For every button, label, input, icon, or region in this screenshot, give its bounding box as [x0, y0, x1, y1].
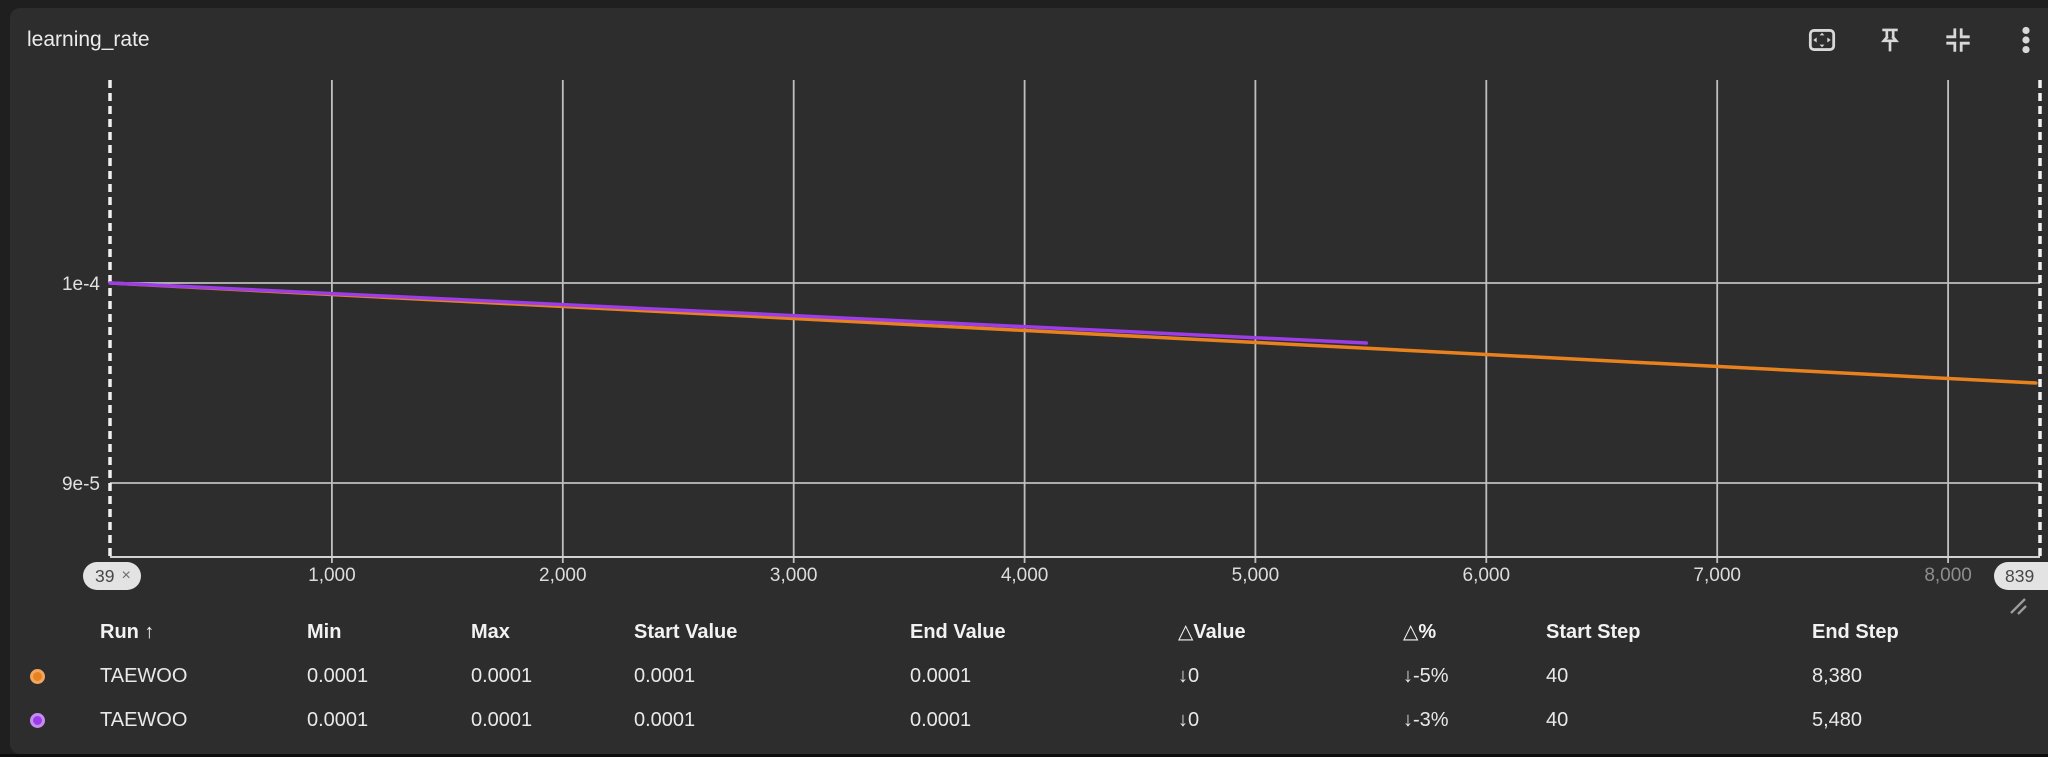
close-icon[interactable]: ×: [121, 567, 131, 584]
run-name: TAEWOO: [100, 708, 188, 731]
run-end-value: 0.0001: [910, 664, 972, 687]
run-delta-percent: ↓-5%: [1403, 664, 1449, 687]
run-delta-value: ↓0: [1178, 708, 1200, 731]
x-range-end-value: 839: [2005, 565, 2035, 586]
kebab-menu-icon: [2022, 26, 2030, 54]
panel-bottom-edge: [0, 754, 2048, 757]
run-end-step: 5,480: [1812, 708, 1863, 731]
run-delta-percent: ↓-3%: [1403, 708, 1449, 731]
x-range-start-badge[interactable]: 39 ×: [83, 562, 141, 590]
column-header-delta-percent[interactable]: △%: [1403, 621, 1437, 643]
column-header-end-value[interactable]: End Value: [910, 621, 1006, 643]
table-row[interactable]: [0, 712, 100, 728]
run-max: 0.0001: [471, 664, 533, 687]
run-start-step: 40: [1546, 708, 1569, 731]
column-header-delta-value[interactable]: △Value: [1178, 621, 1246, 643]
run-start-value: 0.0001: [634, 708, 696, 731]
panel-title: learning_rate: [27, 28, 150, 51]
run-delta-value: ↓0: [1178, 664, 1200, 687]
run-min: 0.0001: [307, 664, 369, 687]
x-tick-label: 8,000: [1924, 565, 1972, 586]
column-header-min[interactable]: Min: [307, 621, 342, 643]
series-line: [108, 281, 1369, 345]
x-tick-label: 1,000: [308, 565, 356, 586]
column-header-dot: [0, 613, 100, 651]
panel-toolbar: [1800, 18, 2048, 62]
run-end-value: 0.0001: [910, 708, 972, 731]
column-header-start-step[interactable]: Start Step: [1546, 621, 1641, 643]
run-max: 0.0001: [471, 708, 533, 731]
x-tick-label: 7,000: [1693, 565, 1741, 586]
table-row[interactable]: [0, 668, 100, 684]
x-tick-label: 5,000: [1232, 565, 1280, 586]
y-tick-label: 9e-5: [62, 474, 100, 495]
collapse-button[interactable]: [1936, 18, 1980, 62]
x-range-start-value: 39: [95, 565, 115, 586]
y-tick-label: 1e-4: [62, 274, 100, 295]
run-color-dot: [30, 712, 45, 728]
kebab-menu-button[interactable]: [2004, 18, 2048, 62]
x-tick-label: 4,000: [1001, 565, 1049, 586]
x-tick-label: 2,000: [539, 565, 587, 586]
column-header-start-value[interactable]: Start Value: [634, 621, 738, 643]
x-tick-label: 6,000: [1463, 565, 1511, 586]
runs-summary-table: Run ↑ Min Max Start Value End Value △Val…: [0, 610, 2048, 742]
run-start-value: 0.0001: [634, 664, 696, 687]
run-end-step: 8,380: [1812, 664, 1863, 687]
column-header-run[interactable]: Run ↑: [100, 621, 155, 643]
x-range-end-badge[interactable]: 839: [1994, 562, 2048, 590]
run-start-step: 40: [1546, 664, 1569, 687]
resize-handle[interactable]: [2006, 594, 2036, 618]
run-color-dot: [30, 668, 45, 684]
run-min: 0.0001: [307, 708, 369, 731]
fit-to-viewport-icon: [1808, 29, 1836, 51]
run-name: TAEWOO: [100, 664, 188, 687]
fit-to-viewport-button[interactable]: [1800, 18, 1844, 62]
collapse-icon: [1946, 28, 1970, 52]
x-tick-label: 3,000: [770, 565, 818, 586]
metric-panel: [10, 8, 2048, 754]
column-header-max[interactable]: Max: [471, 621, 510, 643]
pin-icon: [1880, 28, 1900, 52]
pin-button[interactable]: [1868, 18, 1912, 62]
column-header-end-step[interactable]: End Step: [1812, 621, 1899, 643]
